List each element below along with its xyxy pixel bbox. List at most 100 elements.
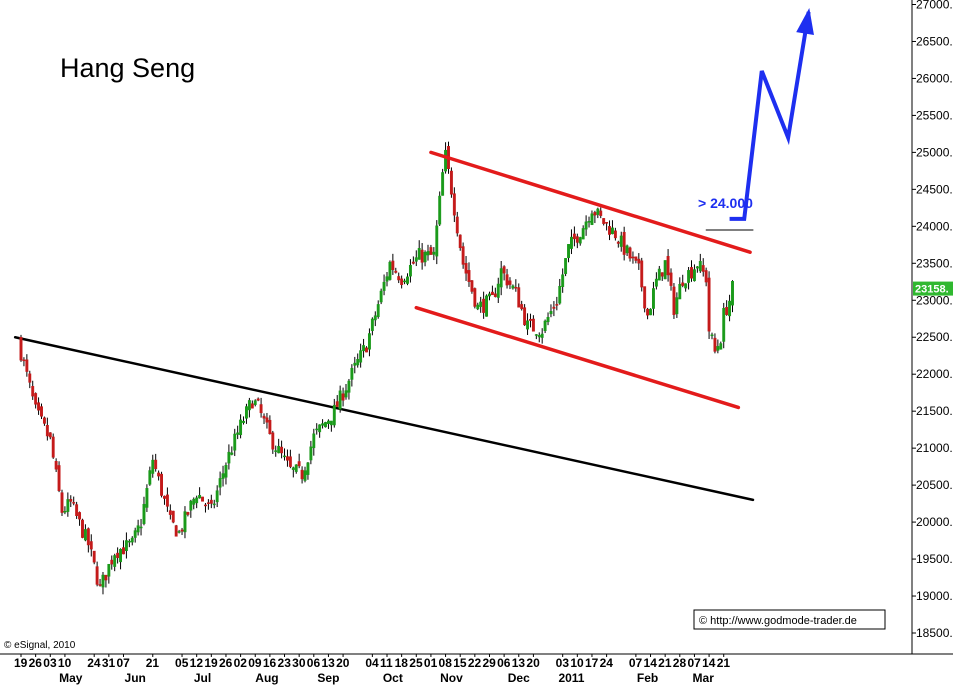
candle-body: [315, 428, 319, 431]
x-day-label: 06: [307, 656, 321, 670]
candle-body: [681, 282, 685, 286]
candle-body: [555, 304, 559, 306]
y-tick-label: 22000.: [916, 367, 953, 381]
candle-body: [408, 264, 412, 277]
candle-body: [365, 347, 368, 353]
plot-area: [13, 7, 814, 595]
support-trendline-layer: [13, 229, 755, 502]
x-day-label: 13: [512, 656, 526, 670]
last-price-label: 23158.: [915, 284, 949, 296]
x-day-label: 21: [717, 656, 731, 670]
x-day-label: 14: [702, 656, 716, 670]
candle-body: [221, 473, 225, 479]
candle-body: [526, 320, 529, 330]
candle-body: [429, 247, 433, 255]
candle-body: [329, 420, 333, 426]
candle-body: [666, 256, 670, 276]
candle-body: [701, 265, 705, 272]
candle-body: [672, 286, 676, 315]
candle-body: [60, 492, 64, 513]
x-day-label: 10: [570, 656, 584, 670]
candle-body: [259, 404, 263, 414]
candle-body: [224, 464, 228, 478]
candle-body: [531, 318, 535, 332]
candle-body: [511, 285, 515, 289]
candle-body: [731, 280, 734, 306]
candle-body: [212, 503, 216, 506]
candle-body: [227, 451, 231, 464]
x-day-label: 31: [102, 656, 116, 670]
candle-body: [262, 415, 266, 419]
candle-body: [122, 547, 125, 555]
x-day-label: 29: [482, 656, 496, 670]
x-day-label: 20: [336, 656, 350, 670]
candle-body: [660, 272, 664, 277]
x-month-label: Sep: [317, 671, 339, 685]
candle-body: [441, 172, 445, 196]
candle-body: [247, 400, 251, 411]
candle-body: [423, 252, 427, 263]
candle-body: [435, 225, 439, 257]
candle-body: [634, 256, 638, 261]
candle-body: [397, 276, 401, 281]
candle-body: [420, 249, 424, 263]
candle-body: [391, 260, 395, 270]
candle-body: [180, 529, 184, 532]
x-day-label: 28: [673, 656, 687, 670]
candle-body: [230, 452, 234, 455]
candle-body: [280, 446, 284, 454]
x-day-label: 12: [190, 656, 204, 670]
candle-body: [426, 251, 430, 256]
candle-body: [116, 552, 120, 558]
candle-body: [124, 540, 128, 552]
channel-trendline: [429, 150, 752, 254]
candle-body: [204, 504, 207, 507]
candle-body: [300, 469, 304, 480]
candle-body: [34, 393, 38, 405]
candle-body: [113, 555, 117, 567]
candle-body: [189, 500, 193, 511]
candle-body: [250, 403, 254, 409]
x-day-label: 10: [58, 656, 72, 670]
candle-body: [482, 298, 486, 313]
candle-body: [81, 519, 84, 538]
candle-body: [92, 550, 96, 563]
candle-body: [382, 281, 386, 291]
x-day-label: 08: [439, 656, 453, 670]
candle-body: [198, 495, 202, 499]
candle-body: [350, 367, 354, 380]
candle-body: [578, 237, 582, 244]
candle-body: [608, 226, 611, 235]
candle-body: [253, 400, 257, 405]
candle-body: [657, 268, 661, 281]
x-month-label: 2011: [558, 671, 584, 685]
candle-body: [678, 284, 682, 300]
candle-body: [669, 272, 673, 286]
candle-body: [616, 241, 620, 244]
candle-body: [42, 417, 46, 424]
candle-body: [83, 529, 87, 541]
candle-body: [590, 213, 594, 225]
y-tick-label: 21500.: [916, 404, 953, 418]
candle-body: [704, 270, 708, 283]
candle-body: [584, 221, 588, 230]
candle-body: [575, 236, 579, 243]
candle-body: [438, 195, 442, 225]
candle-body: [245, 406, 248, 419]
candle-body: [63, 511, 67, 513]
candle-body: [347, 380, 351, 393]
candle-body: [89, 541, 93, 550]
candle-body: [218, 478, 222, 488]
candle-body: [66, 499, 70, 512]
x-day-label: 25: [409, 656, 423, 670]
candle-body: [546, 316, 550, 323]
y-axis: 27000. 26500. 26000. 25500. 25000. 24500. 2400…: [911, 0, 953, 654]
x-month-label: Feb: [637, 671, 658, 685]
candle-body: [19, 336, 23, 361]
x-day-label: 09: [248, 656, 262, 670]
candle-body: [414, 257, 418, 262]
candle-body: [651, 288, 655, 309]
candle-body: [86, 528, 90, 546]
candle-body: [40, 406, 43, 417]
